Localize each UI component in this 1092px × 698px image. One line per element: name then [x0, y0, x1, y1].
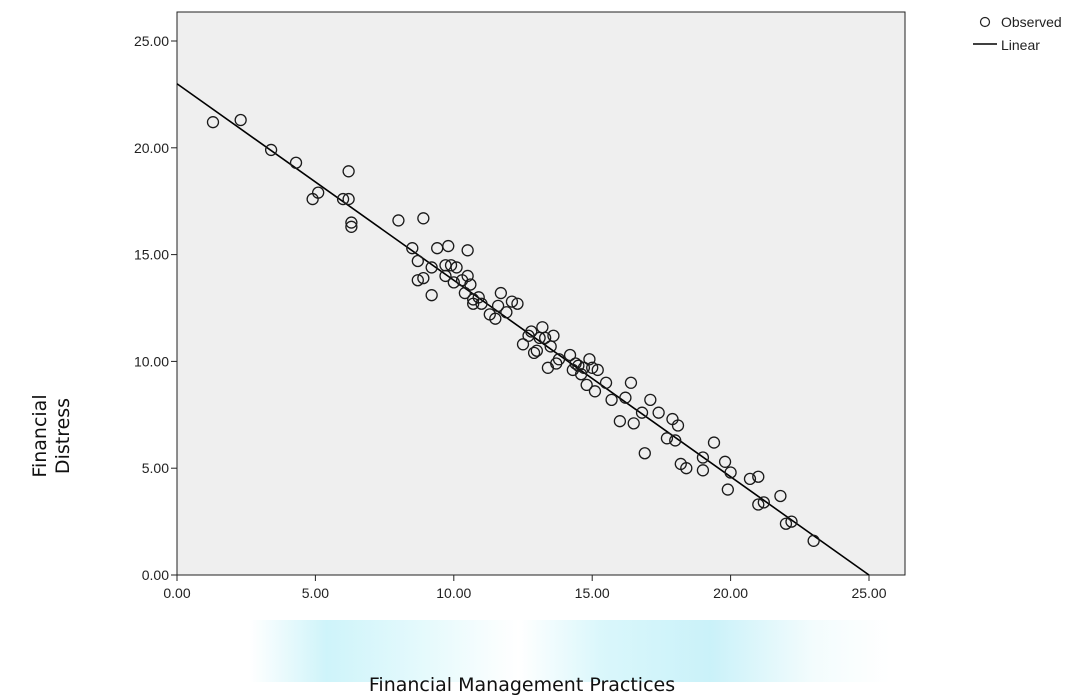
x-axis-title: Financial Management Practices: [369, 674, 675, 696]
